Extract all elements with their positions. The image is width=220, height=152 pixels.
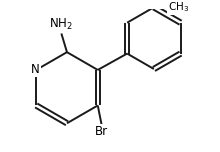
Text: CH$_3$: CH$_3$ (168, 0, 189, 14)
Text: NH$_2$: NH$_2$ (50, 16, 73, 32)
Text: N: N (31, 63, 40, 76)
Text: Br: Br (95, 125, 108, 138)
